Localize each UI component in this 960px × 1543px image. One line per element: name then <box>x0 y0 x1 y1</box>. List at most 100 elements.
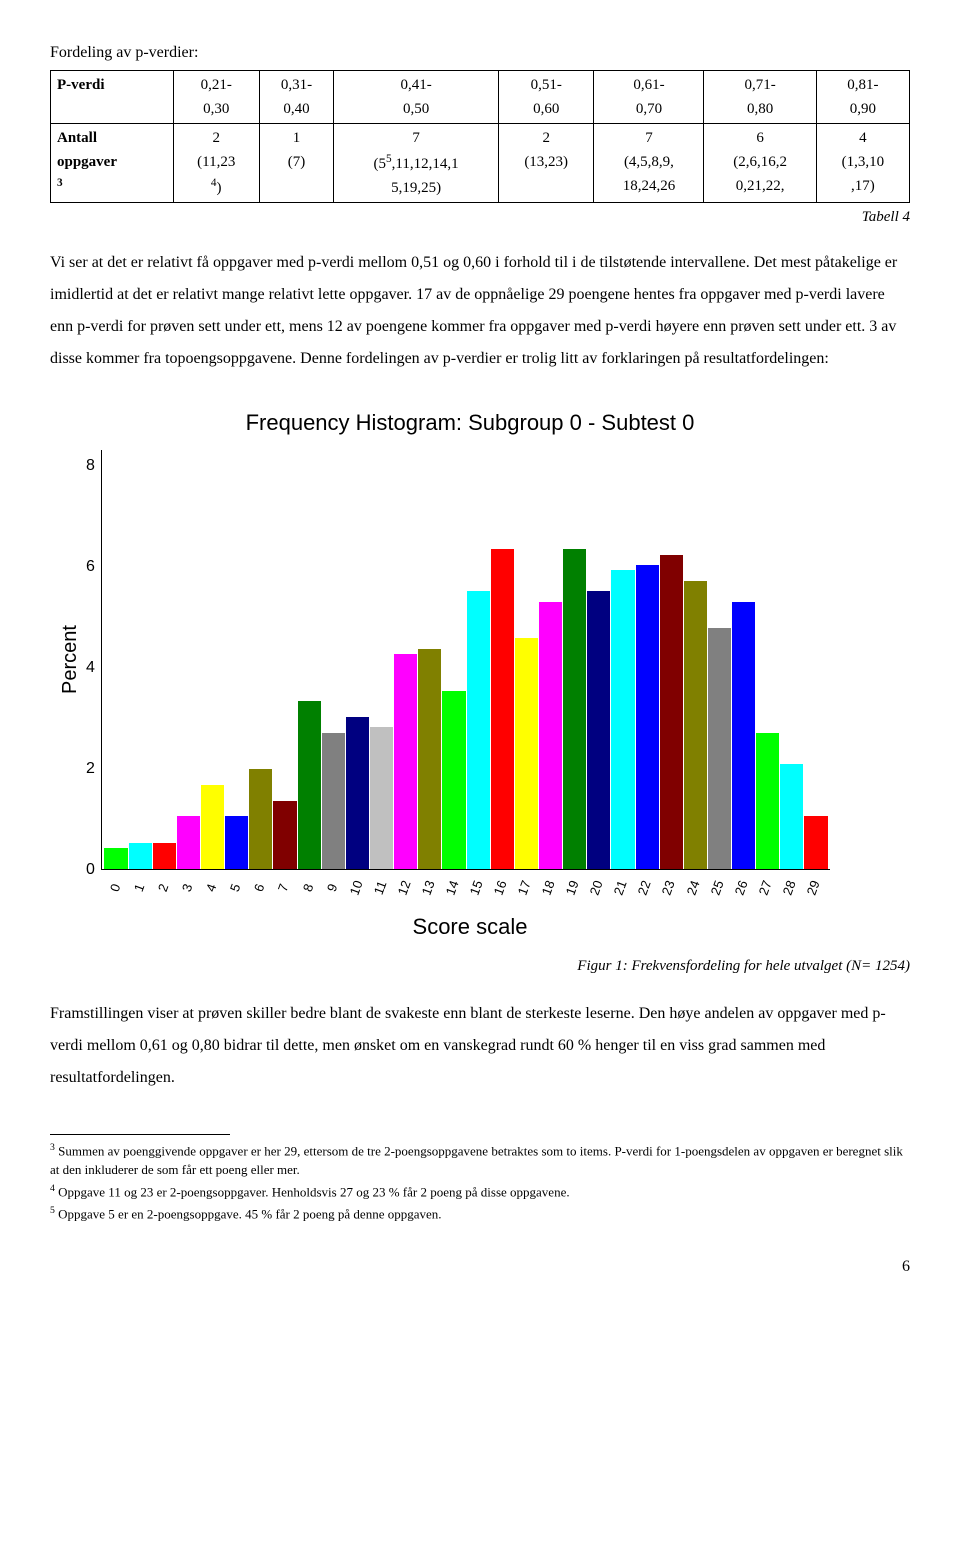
table-data-row: Antall oppgaver 3 2(11,234) 1(7) 7(55,11… <box>51 123 910 202</box>
xtick: 24 <box>680 873 708 903</box>
bar <box>539 602 562 869</box>
range-a: 0,51- <box>531 77 562 93</box>
cell: 6 (2,6,16,2 0,21,22, <box>704 123 816 202</box>
xtick: 4 <box>198 873 226 903</box>
cell-count: 1 <box>293 130 301 146</box>
cell-detail: (2,6,16,2 <box>733 154 787 170</box>
xtick: 5 <box>222 873 250 903</box>
xtick: 18 <box>535 873 563 903</box>
page-number: 6 <box>50 1254 910 1280</box>
range-b: 0,80 <box>747 101 773 117</box>
xtick: 14 <box>439 873 467 903</box>
section-title: Fordeling av p-verdier: <box>50 40 910 66</box>
col-range: 0,51- 0,60 <box>499 70 594 123</box>
range-b: 0,60 <box>533 101 559 117</box>
ytick: 4 <box>86 660 95 676</box>
pvalue-table: P-verdi 0,21-0,30 0,31-0,40 0,41-0,50 0,… <box>50 70 910 203</box>
bar <box>177 816 200 868</box>
xtick: 16 <box>487 873 515 903</box>
cell-detail: (13,23) <box>524 154 568 170</box>
table-header-row: P-verdi 0,21-0,30 0,31-0,40 0,41-0,50 0,… <box>51 70 910 123</box>
histogram-chart: Frequency Histogram: Subgroup 0 - Subtes… <box>50 405 830 944</box>
rowhead-sup: 3 <box>57 177 63 189</box>
xtick: 23 <box>656 873 684 903</box>
bar <box>515 638 538 868</box>
bar <box>442 691 465 869</box>
footnote-5: 5 Oppgave 5 er en 2-poengsoppgave. 45 % … <box>50 1204 910 1224</box>
range-a: 0,71- <box>744 77 775 93</box>
cell: 2(11,234) <box>173 123 259 202</box>
bar <box>394 654 417 869</box>
cell-detail: (4,5,8,9, <box>624 154 674 170</box>
bar <box>563 549 586 868</box>
cell: 4 (1,3,10 ,17) <box>816 123 909 202</box>
cell: 2(13,23) <box>499 123 594 202</box>
cell-count: 7 <box>645 130 653 146</box>
range-b: 0,70 <box>636 101 662 117</box>
xtick: 3 <box>174 873 202 903</box>
cell-detail-b: ,17) <box>851 178 875 194</box>
bar <box>273 801 296 869</box>
bar <box>684 581 707 869</box>
xtick: 15 <box>463 873 491 903</box>
cell: 1 (7) <box>259 123 333 202</box>
rowhead-line2: oppgaver <box>57 154 117 170</box>
col-range: 0,41-0,50 <box>334 70 499 123</box>
paragraph-1: Vi ser at det er relativt få oppgaver me… <box>50 247 910 375</box>
xtick: 22 <box>631 873 659 903</box>
bar <box>298 701 321 869</box>
col-range: 0,71- 0,80 <box>704 70 816 123</box>
cell-detail-b: ,11,12,14,1 <box>392 156 459 172</box>
xtick: 9 <box>319 873 347 903</box>
range-b: 0,50 <box>403 101 429 117</box>
cell-count: 6 <box>756 130 764 146</box>
col-range: 0,31-0,40 <box>259 70 333 123</box>
cell-detail: (7) <box>288 154 306 170</box>
bar <box>467 591 490 869</box>
bar <box>636 565 659 869</box>
bar <box>491 549 514 868</box>
cell-count: 7 <box>412 130 420 146</box>
footnotes: 3 Summen av poenggivende oppgaver er her… <box>50 1141 910 1224</box>
footnote-3: 3 Summen av poenggivende oppgaver er her… <box>50 1141 910 1180</box>
bar <box>249 769 272 869</box>
xtick: 20 <box>583 873 611 903</box>
chart-yaxis: 86420 <box>86 450 101 870</box>
cell-detail-b: 0,21,22, <box>736 178 785 194</box>
ytick: 8 <box>86 458 95 474</box>
xtick: 10 <box>343 873 371 903</box>
col-range: 0,61- 0,70 <box>594 70 704 123</box>
chart-title: Frequency Histogram: Subgroup 0 - Subtes… <box>110 405 830 440</box>
xtick: 29 <box>800 873 828 903</box>
bar <box>660 555 683 869</box>
ytick: 0 <box>86 862 95 878</box>
xaxis-row: 0123456789101112131415161718192021222324… <box>50 870 830 893</box>
range-a: 0,31- <box>281 77 312 93</box>
cell-detail: (1,3,10 <box>842 154 885 170</box>
range-b: 0,30 <box>203 101 229 117</box>
cell-count: 4 <box>859 130 867 146</box>
xtick: 8 <box>295 873 323 903</box>
footnote-text: Summen av poenggivende oppgaver er her 2… <box>50 1143 903 1177</box>
bar <box>732 602 755 869</box>
bar <box>225 816 248 868</box>
bar <box>708 628 731 869</box>
bar <box>780 764 803 869</box>
xtick: 0 <box>102 873 130 903</box>
xtick: 26 <box>728 873 756 903</box>
xtick: 28 <box>776 873 804 903</box>
xtick: 11 <box>367 873 395 903</box>
range-a: 0,21- <box>201 77 232 93</box>
xtick: 12 <box>391 873 419 903</box>
bar <box>346 717 369 869</box>
xtick: 17 <box>511 873 539 903</box>
range-a: 0,61- <box>633 77 664 93</box>
xtick: 19 <box>559 873 587 903</box>
xtick: 1 <box>126 873 154 903</box>
cell-count: 2 <box>212 130 220 146</box>
xtick: 21 <box>607 873 635 903</box>
range-b: 0,90 <box>850 101 876 117</box>
bar <box>153 843 176 869</box>
bar <box>611 570 634 869</box>
chart-area: Percent 86420 <box>50 450 830 870</box>
